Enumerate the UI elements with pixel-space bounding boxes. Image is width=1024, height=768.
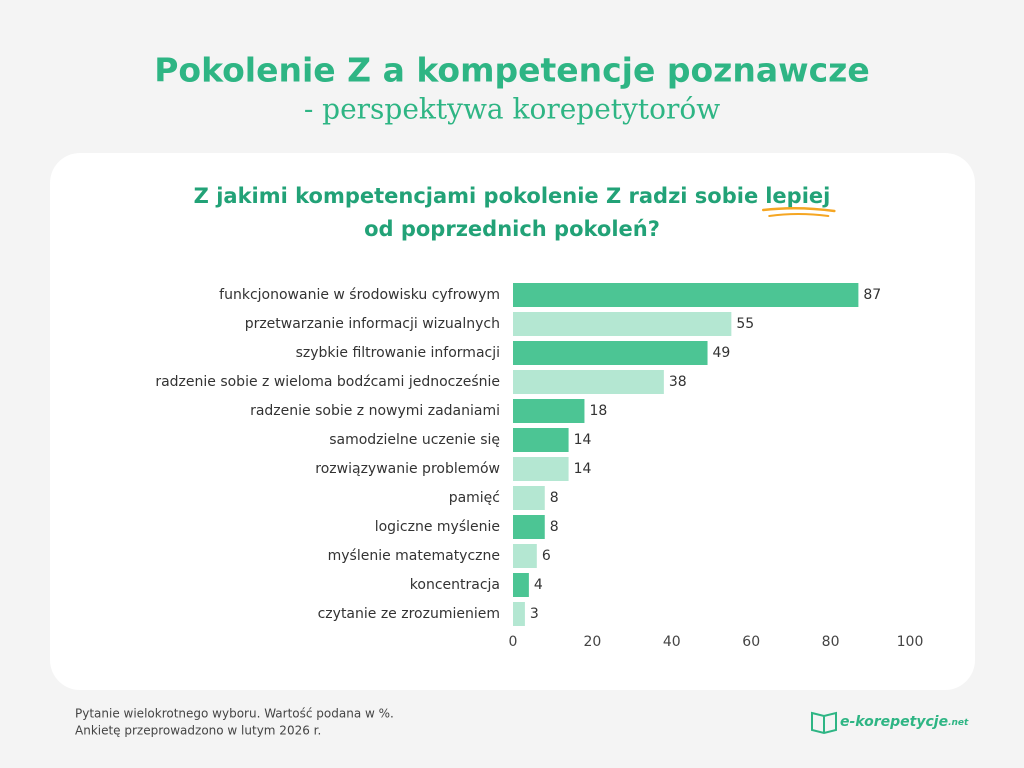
bar [513, 370, 664, 394]
bar [513, 312, 732, 336]
bar [513, 602, 525, 626]
x-tick-label: 20 [583, 634, 601, 650]
bar [513, 573, 529, 597]
question-highlight: lepiej [765, 184, 830, 208]
x-tick-label: 80 [822, 634, 840, 650]
question-text: Z jakimi kompetencjami pokolenie Z radzi… [194, 184, 759, 208]
value-label: 3 [530, 606, 539, 622]
value-label: 38 [669, 374, 687, 390]
value-label: 6 [542, 548, 551, 564]
question-end: od poprzednich pokoleń? [364, 217, 660, 241]
value-label: 8 [550, 519, 559, 535]
bar [513, 486, 545, 510]
y-tick-label: samodzielne uczenie się [329, 432, 500, 448]
title: Pokolenie Z a kompetencje poznawcze [154, 51, 870, 90]
y-tick-label: logiczne myślenie [375, 519, 500, 535]
logo-name: e-korepetycje [840, 714, 948, 730]
y-tick-label: radzenie sobie z wieloma bodźcami jednoc… [155, 374, 500, 390]
highlight-underline [761, 206, 836, 213]
bar [513, 283, 859, 307]
x-tick-label: 0 [509, 634, 518, 650]
footnote: Pytanie wielokrotnego wyboru. Wartość po… [75, 707, 394, 721]
y-tick-label: pamięć [449, 490, 500, 506]
y-tick-label: radzenie sobie z nowymi zadaniami [250, 403, 500, 419]
x-tick-label: 40 [663, 634, 681, 650]
subtitle: - perspektywa korepetytorów [304, 93, 720, 126]
value-label: 49 [713, 345, 731, 361]
value-label: 14 [574, 461, 592, 477]
value-label: 18 [589, 403, 607, 419]
value-label: 4 [534, 577, 543, 593]
highlight-underline [768, 213, 830, 217]
x-tick-label: 60 [742, 634, 760, 650]
bar [513, 341, 708, 365]
y-tick-label: funkcjonowanie w środowisku cyfrowym [219, 287, 500, 303]
value-label: 14 [574, 432, 592, 448]
bar [513, 428, 569, 452]
value-label: 87 [863, 287, 881, 303]
question: Z jakimi kompetencjami pokolenie Z radzi… [194, 184, 831, 208]
bar [513, 457, 569, 481]
bar [513, 544, 537, 568]
y-tick-label: koncentracja [410, 577, 500, 593]
logo-text: e-korepetycje.net [840, 714, 969, 730]
value-label: 55 [736, 316, 754, 332]
y-tick-label: szybkie filtrowanie informacji [296, 345, 500, 361]
y-tick-label: czytanie ze zrozumieniem [318, 606, 500, 622]
logo-icon [811, 711, 837, 735]
footnote: Ankietę przeprowadzono w lutym 2026 r. [75, 724, 321, 738]
logo-suffix: .net [948, 718, 969, 728]
logo: e-korepetycje.net [811, 711, 969, 735]
y-tick-label: rozwiązywanie problemów [315, 461, 500, 477]
value-label: 8 [550, 490, 559, 506]
bar [513, 399, 585, 423]
y-tick-label: myślenie matematyczne [328, 548, 500, 564]
y-tick-label: przetwarzanie informacji wizualnych [245, 316, 500, 332]
bar [513, 515, 545, 539]
x-tick-label: 100 [897, 634, 924, 650]
